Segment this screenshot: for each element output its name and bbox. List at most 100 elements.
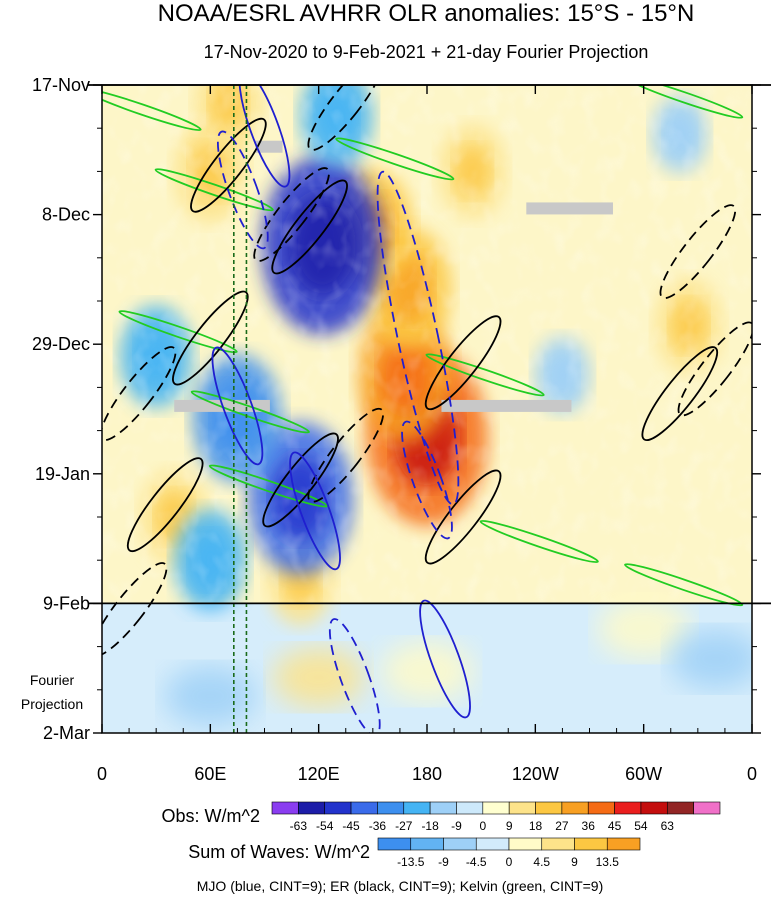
x-tick-label-0: 0	[97, 764, 107, 784]
kelvin-contour-2	[118, 310, 238, 354]
waves-legend-swatch-7	[606, 837, 641, 851]
mjo-contour-0	[238, 85, 291, 188]
waves-legend-swatch-4	[508, 837, 543, 851]
observed-field-texture	[102, 85, 752, 604]
kelvin-contour-5	[479, 519, 599, 564]
er-contour-12	[102, 562, 168, 657]
kelvin-contour-8	[335, 137, 455, 181]
y-tick-label-5: 2-Mar	[43, 723, 90, 743]
x-tick-label-1: 60E	[194, 764, 226, 784]
obs-legend-swatch-6	[429, 801, 457, 815]
obs-legend-label-13: 54	[634, 819, 648, 833]
y-tick-label-1: 8-Dec	[42, 205, 90, 225]
obs-legend-swatch-3	[350, 801, 378, 815]
projected-anomaly-2	[597, 598, 690, 659]
y-tick-label-0: 17-Nov	[32, 75, 90, 95]
kelvin-contour-1	[154, 168, 274, 212]
obs-legend-label-5: -18	[421, 819, 439, 833]
kelvin-contour-9	[425, 353, 545, 397]
x-tick-label-6: 0	[747, 764, 757, 784]
er-contour-1	[271, 179, 348, 275]
waves-legend-title: Sum of Waves: W/m^2	[188, 842, 370, 862]
obs-legend-label-14: 63	[661, 819, 675, 833]
missing-data-bar-0	[255, 140, 283, 153]
waves-legend-swatch-5	[541, 837, 575, 851]
er-contour-6	[262, 432, 339, 528]
waves-legend: -13.5 -9 -4.5 0 4.5 9 13.5	[377, 837, 641, 869]
er-contour-4	[102, 346, 177, 441]
missing-data-bar-3	[441, 399, 572, 412]
kelvin-contour-7	[624, 85, 744, 119]
x-tick-label-5: 60W	[625, 764, 662, 784]
er-contour-9	[641, 346, 719, 441]
obs-legend-swatch-2	[324, 801, 352, 815]
obs-legend-label-7: 0	[479, 819, 486, 833]
obs-legend-swatch-15	[666, 801, 694, 815]
y-axis: 17-Nov 8-Dec 29-Dec 19-Jan 9-Feb 2-Mar	[32, 75, 761, 743]
projected-anomaly-0	[272, 647, 365, 708]
mjo-contour-4	[401, 420, 453, 540]
mjo-contour-3	[289, 451, 341, 571]
er-contour-8	[424, 469, 502, 565]
obs-legend: -63 -54 -45 -36 -27 -18 -9 0 9 18 27 36 45 54 63	[271, 801, 721, 833]
obs-legend-label-3: -36	[369, 819, 387, 833]
longitude-marker-lines	[233, 85, 248, 733]
waves-legend-swatch-0	[377, 837, 412, 851]
obs-legend-label-1: -54	[316, 819, 334, 833]
waves-legend-swatch-2	[443, 837, 477, 851]
obs-legend-swatch-5	[403, 801, 431, 815]
er-contours	[102, 85, 752, 657]
waves-legend-label-2: -4.5	[466, 855, 487, 869]
obs-legend-label-10: 27	[555, 819, 569, 833]
obs-legend-swatch-11	[561, 801, 589, 815]
chart-title: NOAA/ESRL AVHRR OLR anomalies: 15°S - 15…	[158, 0, 695, 27]
obs-legend-swatch-1	[298, 801, 326, 815]
kelvin-contours	[102, 85, 744, 607]
waves-legend-label-3: 0	[506, 855, 513, 869]
er-contour-0	[190, 117, 267, 213]
mjo-contour-5	[328, 618, 381, 733]
kelvin-contour-4	[208, 464, 328, 508]
x-tick-label-4: 120W	[512, 764, 559, 784]
mjo-contours	[211, 85, 471, 733]
obs-legend-swatch-4	[377, 801, 405, 815]
mjo-contour-1	[216, 130, 269, 250]
chart-subtitle: 17-Nov-2020 to 9-Feb-2021 + 21-day Fouri…	[204, 42, 649, 62]
obs-legend-title: Obs: W/m^2	[162, 806, 260, 826]
waves-legend-swatch-3	[475, 837, 510, 851]
obs-legend-label-9: 18	[529, 819, 543, 833]
projection-label-line1: Fourier	[30, 672, 75, 688]
missing-data-bar-1	[526, 202, 613, 215]
er-contour-5	[126, 457, 204, 553]
waves-legend-label-4: 4.5	[533, 855, 550, 869]
mjo-contour-long	[376, 170, 460, 506]
projected-anomaly-1	[381, 641, 473, 702]
y-tick-label-3: 19-Jan	[35, 464, 90, 484]
kelvin-contour-6	[624, 563, 744, 607]
obs-legend-swatch-7	[456, 801, 484, 815]
obs-legend-label-11: 36	[582, 819, 596, 833]
obs-legend-swatch-0	[271, 801, 299, 815]
footnote: MJO (blue, CINT=9); ER (black, CINT=9); …	[197, 878, 604, 894]
y-tick-label-4: 9-Feb	[43, 593, 90, 613]
obs-legend-swatch-16	[693, 801, 721, 815]
y-tick-label-2: 29-Dec	[32, 334, 90, 354]
waves-legend-swatch-1	[410, 837, 444, 851]
obs-legend-label-6: -9	[451, 819, 462, 833]
x-tick-label-2: 120E	[298, 764, 340, 784]
mjo-contour-2	[211, 346, 264, 466]
obs-legend-swatch-12	[587, 801, 615, 815]
projected-anomaly-field	[164, 598, 752, 726]
er-contour-10	[659, 204, 737, 300]
waves-legend-label-6: 13.5	[596, 855, 620, 869]
obs-legend-label-12: 45	[608, 819, 622, 833]
er-contour-7	[307, 407, 385, 503]
projection-label-line2: Projection	[21, 696, 83, 712]
obs-legend-swatch-14	[640, 801, 668, 815]
plot-area	[102, 85, 752, 733]
obs-legend-label-2: -45	[342, 819, 360, 833]
waves-legend-label-0: -13.5	[397, 855, 425, 869]
waves-legend-label-1: -9	[438, 855, 449, 869]
kelvin-contour-0	[102, 87, 202, 132]
